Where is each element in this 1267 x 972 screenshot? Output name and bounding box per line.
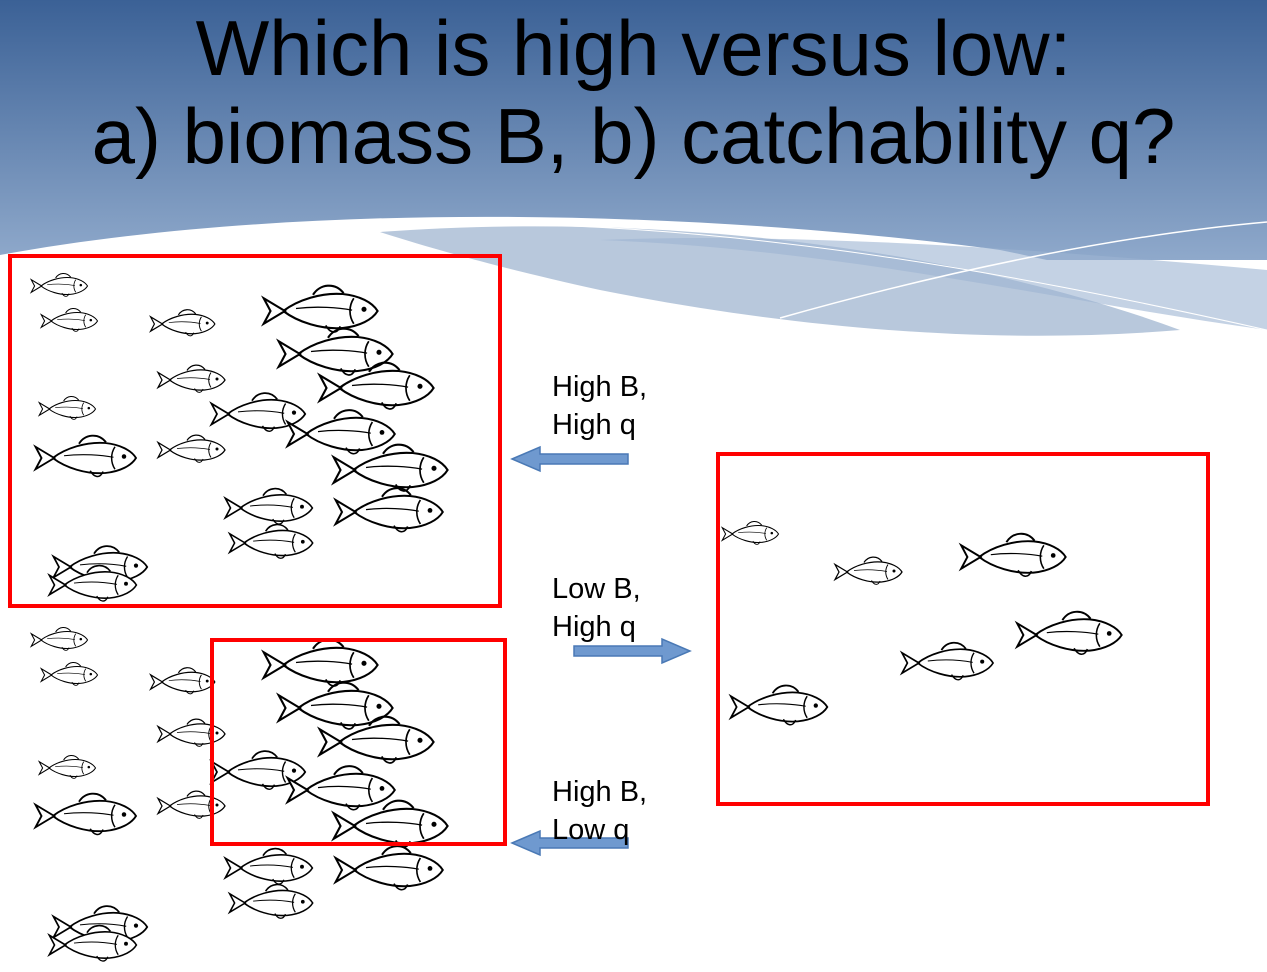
- fish-icon: [277, 327, 394, 377]
- school-large-copy: [30, 626, 449, 962]
- label-top-line-1: High B,: [552, 371, 648, 403]
- fish-icon: [901, 641, 994, 681]
- label-bottom: High B, Low q: [552, 773, 647, 849]
- fish-icon: [960, 532, 1067, 578]
- arrow-left-icon: [510, 829, 629, 857]
- fish-icon: [157, 718, 226, 747]
- label-bottom-line-1: High B,: [552, 776, 648, 808]
- label-bottom-line-2: Low q: [552, 814, 630, 846]
- fish-icon: [834, 556, 903, 585]
- arrow-left-icon: [510, 445, 629, 473]
- fish-icon: [1016, 610, 1123, 656]
- label-middle-line-1: Low B,: [552, 573, 641, 605]
- box-low-biomass-high-q: [716, 452, 1210, 806]
- slide-title: Which is high versus low: a) biomass B, …: [0, 4, 1267, 180]
- fish-icon: [332, 443, 449, 493]
- fish-icon: [334, 487, 444, 533]
- fish-icon: [157, 364, 226, 393]
- arrow-right-icon: [573, 637, 692, 665]
- fish-icon: [334, 845, 444, 891]
- fish-icon: [157, 790, 226, 819]
- fish-icon: [262, 638, 379, 688]
- fish-icon: [228, 883, 314, 920]
- fish-icon: [40, 661, 99, 686]
- box-high-biomass-high-q: [8, 254, 502, 608]
- fish-icon: [149, 667, 216, 695]
- fish-icon: [149, 309, 216, 337]
- fish-icon: [38, 395, 97, 420]
- label-middle: Low B, High q: [552, 570, 641, 646]
- fish-icon: [30, 272, 89, 297]
- fish-icon: [40, 307, 99, 332]
- fish-icon: [224, 487, 314, 525]
- school-large: [30, 272, 449, 602]
- title-line-1: Which is high versus low:: [195, 4, 1072, 92]
- label-middle-line-2: High q: [552, 611, 636, 643]
- label-top-line-2: High q: [552, 409, 636, 441]
- fish-icon: [157, 434, 226, 463]
- label-top: High B, High q: [552, 368, 647, 444]
- title-line-2: a) biomass B, b) catchability q?: [91, 92, 1176, 180]
- fish-icon: [277, 681, 394, 731]
- fish-icon: [38, 754, 97, 779]
- box-high-biomass-low-q: [210, 638, 507, 846]
- fish-icon: [30, 626, 89, 651]
- fish-icon: [34, 792, 137, 836]
- fish-icon: [224, 847, 314, 885]
- fish-icon: [721, 520, 780, 545]
- fish-icon: [262, 284, 379, 334]
- fish-icon: [332, 799, 449, 849]
- fish-icon: [34, 434, 137, 478]
- school-small: [721, 520, 1123, 726]
- fish-icon: [228, 523, 314, 560]
- fish-icon: [729, 684, 829, 726]
